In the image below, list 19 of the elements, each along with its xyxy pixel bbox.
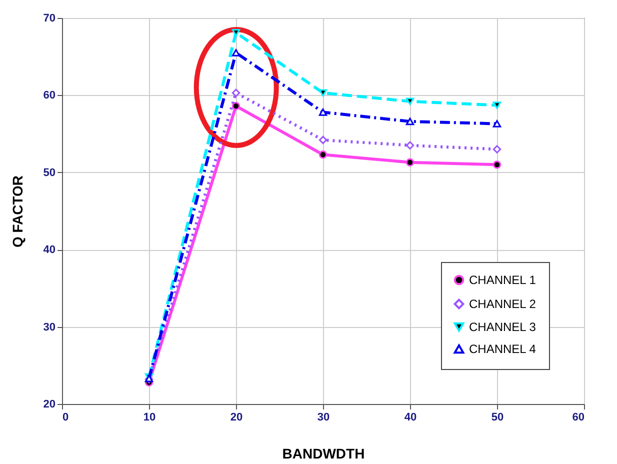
x-tick-label: 50 <box>491 412 504 424</box>
x-tick-label: 40 <box>404 412 417 424</box>
y-tick-label: 50 <box>43 166 56 179</box>
y-tick-label: 40 <box>43 244 56 256</box>
x-tick-label: 60 <box>572 412 584 424</box>
y-tick-label: 60 <box>43 90 56 102</box>
y-tick-label: 30 <box>43 321 56 334</box>
x-tick-label: 0 <box>62 412 69 424</box>
legend-label: CHANNEL 2 <box>469 297 536 311</box>
legend-label: CHANNEL 3 <box>469 320 536 334</box>
y-axis-title: Q FACTOR <box>9 175 26 248</box>
legend-label: CHANNEL 1 <box>469 273 536 287</box>
legend-label: CHANNEL 4 <box>469 342 536 356</box>
x-tick-label: 10 <box>143 412 156 424</box>
x-axis-title: BANDWDTH <box>282 446 365 462</box>
x-tick-label: 30 <box>317 412 330 424</box>
y-tick-label: 70 <box>43 12 56 24</box>
x-tick-label: 20 <box>230 412 243 424</box>
y-tick-label: 20 <box>43 398 56 410</box>
